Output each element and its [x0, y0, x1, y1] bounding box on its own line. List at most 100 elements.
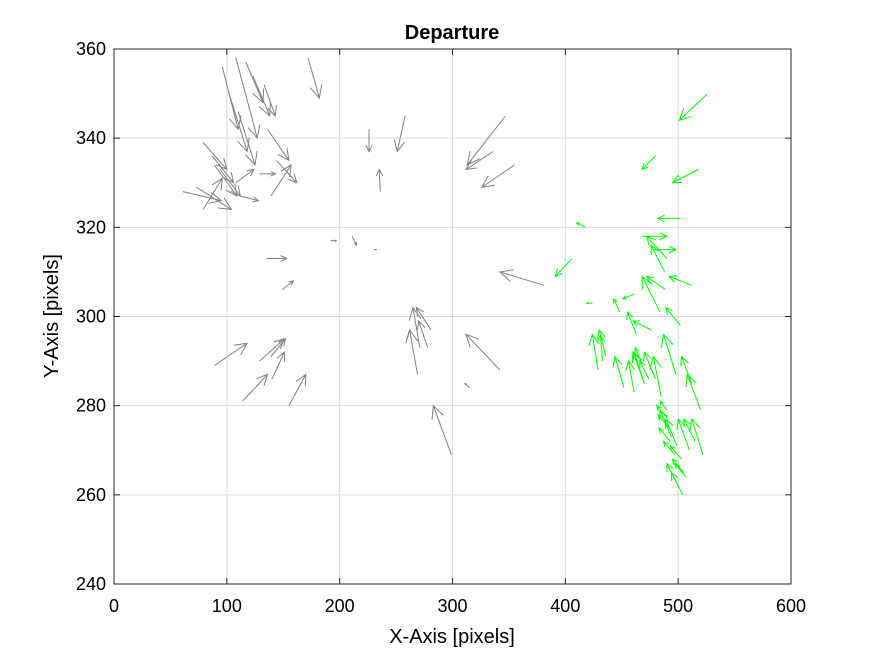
vector-shaft [643, 351, 657, 380]
vector-head [659, 232, 669, 241]
vector-head [373, 248, 376, 251]
vector-arrow [307, 57, 323, 100]
vector-arrow [351, 236, 358, 247]
vector-arrow [196, 186, 233, 211]
vector-head [631, 351, 642, 364]
vector-head [596, 328, 606, 339]
vector-arrow [211, 155, 235, 184]
vector-head [612, 355, 623, 368]
vector-head [237, 137, 250, 153]
vector-shaft [214, 164, 238, 197]
vector-head [655, 404, 663, 412]
vector-head [666, 462, 674, 472]
vector-head [683, 418, 691, 428]
vector-arrow [408, 306, 422, 348]
vector-head [662, 440, 669, 448]
vector-shaft [678, 93, 708, 121]
vector-head [270, 171, 277, 177]
vector-arrow [625, 359, 636, 393]
vector-head [252, 88, 265, 104]
vector-head [645, 275, 655, 284]
vector-series [182, 57, 545, 455]
vector-head [211, 177, 223, 191]
vector-head [659, 400, 664, 405]
vector-shaft [658, 427, 671, 442]
vector-shaft [646, 275, 667, 291]
vector-shaft [409, 329, 419, 375]
y-tick-label: 240 [76, 574, 106, 594]
vector-head [641, 163, 649, 171]
vector-shaft [281, 280, 294, 291]
vector-shaft [202, 178, 223, 210]
vector-head [689, 417, 701, 432]
vector-arrow [641, 275, 661, 313]
vector-head [375, 168, 384, 177]
vector-head [353, 241, 358, 247]
vector-shaft [270, 164, 292, 197]
vector-head [405, 328, 419, 344]
vector-shaft [245, 62, 264, 103]
vector-shaft [665, 418, 678, 446]
vector-head [645, 235, 656, 246]
vector-shaft [418, 320, 429, 348]
vector-shaft [652, 356, 662, 397]
vector-shaft [202, 142, 228, 170]
vector-arrow [252, 75, 271, 117]
vector-head [280, 163, 292, 178]
vector-shaft [669, 445, 682, 460]
vector-head [625, 359, 636, 372]
vector-arrow [288, 373, 307, 406]
vector-head [588, 333, 600, 346]
vector-shaft [214, 342, 248, 366]
vector-arrow [245, 62, 265, 104]
vector-arrow [588, 333, 600, 371]
vector-arrow [660, 333, 677, 375]
vector-series [554, 93, 708, 496]
vector-shaft [632, 351, 645, 384]
vector-arrow [596, 328, 607, 357]
vector-head [641, 275, 653, 290]
vector-arrow [393, 115, 406, 153]
vector-shaft [686, 374, 702, 411]
vector-shaft [235, 57, 258, 139]
vector-head [267, 104, 277, 117]
vector-arrow [656, 214, 681, 223]
vector-arrow [585, 301, 593, 305]
vector-head [671, 174, 683, 184]
vector-arrow [375, 168, 384, 192]
vector-head [228, 115, 242, 131]
vector-shaft [591, 334, 599, 371]
x-tick-label: 600 [776, 596, 806, 616]
vector-arrow [480, 164, 515, 188]
vector-head [585, 301, 589, 305]
vector-head [632, 320, 640, 327]
vector-head [676, 417, 687, 430]
vector-head [465, 159, 477, 171]
vector-shaft [598, 329, 607, 357]
vector-arrow [689, 417, 704, 455]
vector-shaft [677, 418, 690, 451]
vector-head [668, 245, 678, 254]
vector-shaft [219, 169, 241, 197]
vector-head [639, 360, 646, 368]
vector-arrow [664, 417, 678, 446]
vector-head [408, 306, 422, 321]
chart-title: Departure [405, 22, 499, 44]
vector-shaft [691, 418, 704, 455]
vector-shaft [646, 235, 668, 259]
vector-head [431, 404, 444, 420]
vector-head [246, 168, 255, 177]
vector-shaft [271, 351, 285, 380]
vector-arrow [330, 239, 338, 242]
vector-arrow [465, 151, 494, 171]
vector-arrow [267, 128, 290, 162]
vector-shaft [641, 276, 661, 313]
vector-shaft [267, 128, 290, 161]
vector-head [632, 351, 643, 363]
vector-arrow [554, 258, 573, 278]
vector-head [287, 173, 298, 184]
vector-head [659, 409, 668, 420]
vector-arrow [214, 164, 238, 198]
vector-shaft [641, 155, 656, 170]
vector-head [665, 306, 673, 316]
